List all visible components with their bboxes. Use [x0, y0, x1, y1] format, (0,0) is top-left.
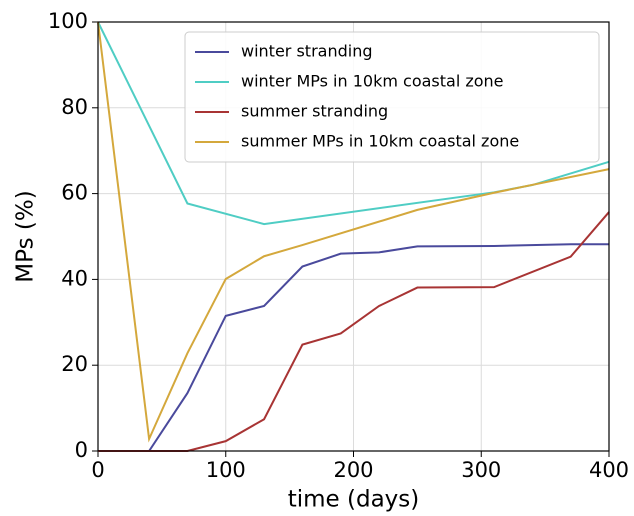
x-tick-label: 100 — [206, 458, 246, 482]
x-tick-label: 400 — [589, 458, 629, 482]
series-line — [98, 211, 610, 452]
series-line — [97, 21, 610, 226]
series-line — [97, 21, 610, 443]
legend-box — [184, 31, 600, 163]
series-line — [98, 243, 609, 452]
x-tick-label: 200 — [333, 458, 373, 482]
y-axis-label: MPs (%) — [13, 190, 39, 282]
y-tick-label: 20 — [61, 352, 88, 376]
plot-frame — [97, 21, 610, 452]
y-tick-label: 0 — [75, 438, 88, 462]
y-tick-label: 40 — [61, 266, 88, 290]
x-tick-label: 0 — [91, 458, 104, 482]
legend-label: summer MPs in 10km coastal zone — [241, 132, 519, 151]
x-axis-label: time (days) — [288, 487, 420, 513]
y-tick-label: 60 — [61, 181, 88, 205]
legend-label: winter stranding — [241, 42, 372, 61]
legend-label: winter MPs in 10km coastal zone — [241, 72, 504, 91]
y-tick-label: 100 — [48, 9, 88, 33]
x-tick-label: 300 — [461, 458, 501, 482]
legend-label: summer stranding — [241, 102, 388, 121]
y-tick-label: 80 — [61, 95, 88, 119]
